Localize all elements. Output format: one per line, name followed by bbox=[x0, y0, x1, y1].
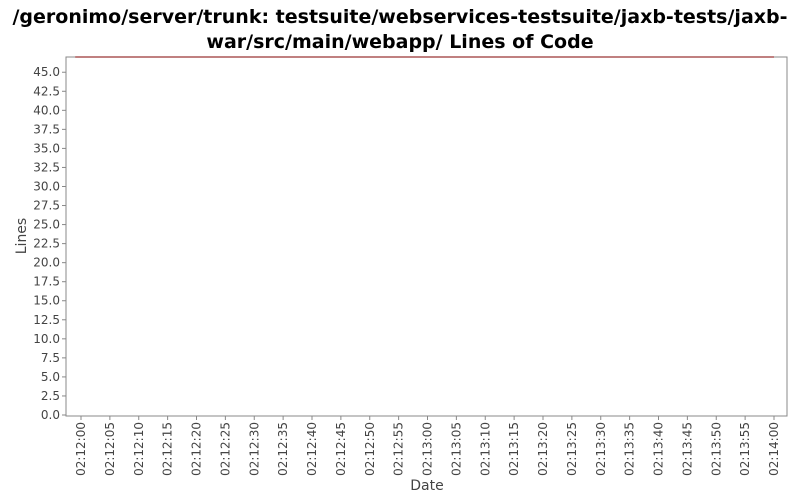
x-tick-label: 02:13:10 bbox=[478, 422, 492, 476]
y-tick-label: 25.0 bbox=[33, 218, 60, 232]
y-axis: 0.0 2.5 5.0 7.5 10.0 12.5 15.0 17.5 20.0 22.5 25.0… bbox=[33, 65, 66, 422]
y-tick-label: 7.5 bbox=[41, 351, 60, 365]
y-tick-label: 40.0 bbox=[33, 103, 60, 117]
x-tick-label: 02:12:15 bbox=[161, 422, 175, 476]
y-axis-label: Lines bbox=[14, 218, 30, 254]
x-tick-label: 02:12:40 bbox=[305, 422, 319, 476]
y-tick-label: 35.0 bbox=[33, 141, 60, 155]
x-tick-label: 02:12:50 bbox=[363, 422, 377, 476]
y-tick-label: 5.0 bbox=[41, 370, 60, 384]
y-tick-label: 0.0 bbox=[41, 408, 60, 422]
y-tick-label: 17.5 bbox=[33, 275, 60, 289]
x-tick-label: 02:13:40 bbox=[652, 422, 666, 476]
y-tick-label: 37.5 bbox=[33, 122, 60, 136]
x-tick-label: 02:12:10 bbox=[132, 422, 146, 476]
x-tick-label: 02:13:05 bbox=[449, 422, 463, 476]
x-tick-label: 02:13:15 bbox=[507, 422, 521, 476]
x-tick-label: 02:12:25 bbox=[218, 422, 232, 476]
y-tick-label: 20.0 bbox=[33, 256, 60, 270]
y-tick-label: 45.0 bbox=[33, 65, 60, 79]
x-tick-label: 02:13:20 bbox=[536, 422, 550, 476]
y-tick-label: 2.5 bbox=[41, 389, 60, 403]
x-tick-label: 02:12:55 bbox=[392, 422, 406, 476]
y-tick-label: 15.0 bbox=[33, 294, 60, 308]
x-tick-label: 02:12:30 bbox=[247, 422, 261, 476]
x-tick-label: 02:13:45 bbox=[680, 422, 694, 476]
y-tick-label: 27.5 bbox=[33, 199, 60, 213]
plot-area bbox=[65, 56, 788, 417]
x-tick-label: 02:13:55 bbox=[738, 422, 752, 476]
x-tick-label: 02:12:05 bbox=[103, 422, 117, 476]
x-tick-label: 02:13:00 bbox=[421, 422, 435, 476]
y-tick-label: 42.5 bbox=[33, 84, 60, 98]
x-tick-label: 02:13:25 bbox=[565, 422, 579, 476]
y-tick-label: 22.5 bbox=[33, 237, 60, 251]
y-tick-label: 10.0 bbox=[33, 332, 60, 346]
x-axis: 02:12:00 02:12:05 02:12:10 02:12:15 02:12:20… bbox=[74, 416, 781, 476]
x-tick-label: 02:12:45 bbox=[334, 422, 348, 476]
y-tick-label: 30.0 bbox=[33, 179, 60, 193]
x-tick-label: 02:13:50 bbox=[709, 422, 723, 476]
x-tick-label: 02:12:20 bbox=[190, 422, 204, 476]
x-tick-label: 02:12:00 bbox=[74, 422, 88, 476]
x-tick-label: 02:13:30 bbox=[594, 422, 608, 476]
x-axis-label: Date bbox=[410, 478, 443, 494]
x-tick-label: 02:12:35 bbox=[276, 422, 290, 476]
y-tick-label: 12.5 bbox=[33, 313, 60, 327]
y-tick-label: 32.5 bbox=[33, 160, 60, 174]
x-tick-label: 02:14:00 bbox=[767, 422, 781, 476]
x-tick-label: 02:13:35 bbox=[623, 422, 637, 476]
chart-title: /geronimo/server/trunk: testsuite/webser… bbox=[12, 6, 788, 53]
